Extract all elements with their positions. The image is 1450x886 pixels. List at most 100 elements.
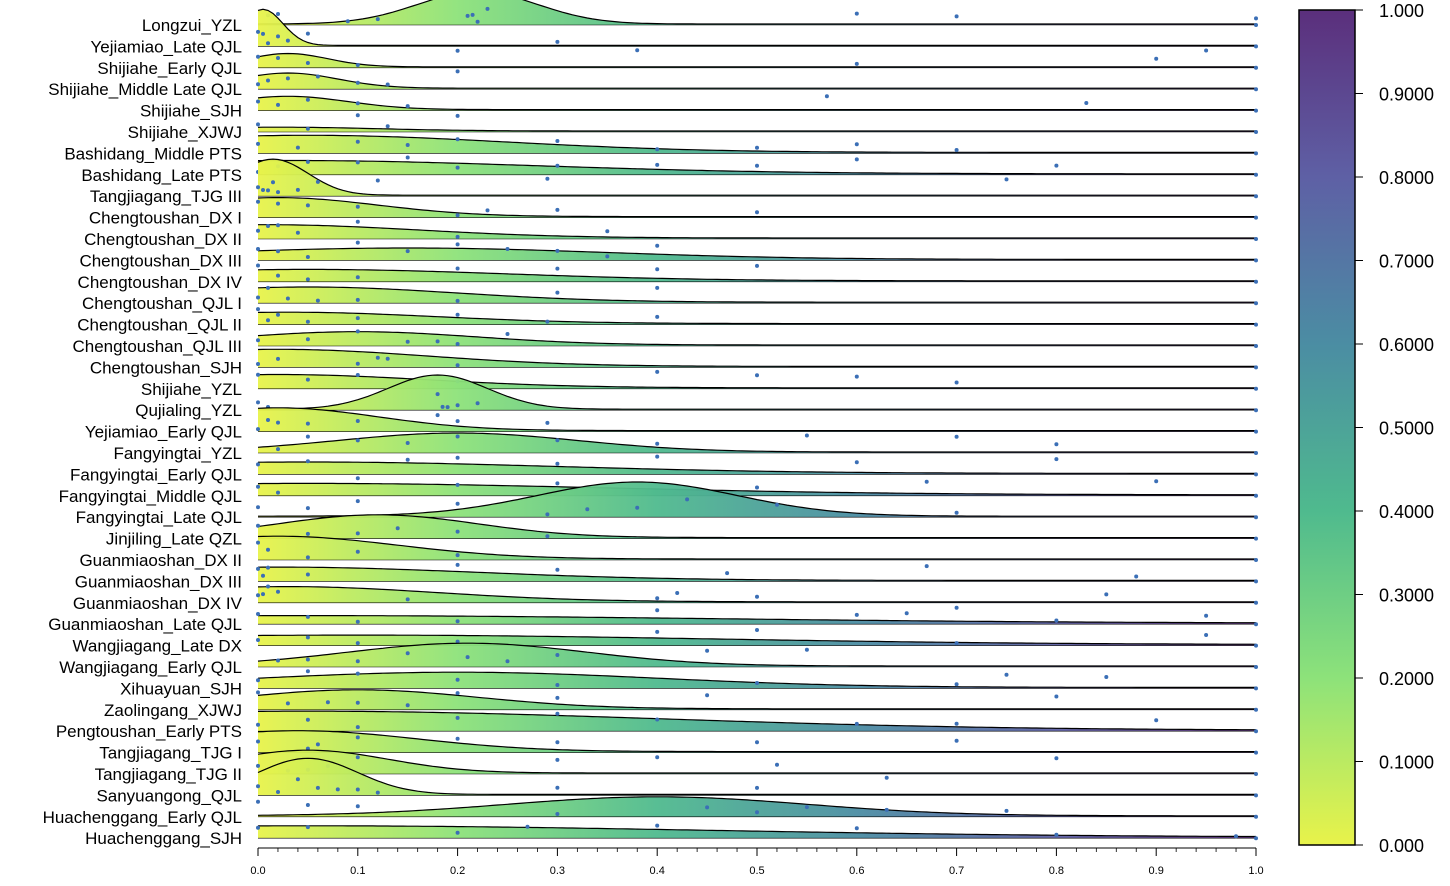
density-fill [258,586,1256,603]
data-point [824,94,829,99]
row-label: Guanmiaoshan_DX IV [73,594,243,613]
data-point [261,31,265,36]
data-point [256,690,260,695]
data-point [276,223,280,228]
data-point [954,14,959,19]
data-point [555,695,560,700]
data-point [315,742,320,747]
data-point [1004,672,1009,677]
data-point [455,482,460,487]
data-point [355,80,360,85]
data-point [455,830,460,835]
data-point [755,373,759,378]
data-point [1084,101,1089,105]
x-tick-label: 0.5 [749,865,764,877]
data-point [455,501,460,506]
colorbar-tick-label: 0.1000 [1379,753,1434,773]
data-point [455,677,460,682]
data-point [1054,457,1059,462]
data-point [276,420,280,425]
end-point [1254,130,1258,134]
end-point [1254,87,1258,92]
data-point [555,757,560,762]
row-label: Tangjiagang_TJG I [99,744,242,763]
data-point [355,549,360,554]
data-point [266,188,270,193]
data-point [755,210,759,215]
density-fill [258,331,1256,346]
data-point [725,571,730,576]
data-point [635,505,640,510]
density-fill [258,312,1256,325]
data-point [375,355,380,360]
data-point [276,201,280,206]
end-point [1254,172,1258,177]
data-point [954,380,959,385]
data-point [355,725,360,730]
data-point [804,647,809,652]
density-curve [258,461,1256,474]
data-point [475,19,480,24]
data-point [345,19,350,24]
data-point [435,413,440,418]
data-point [355,499,360,504]
data-point [256,400,260,405]
data-point [266,318,270,323]
data-point [555,481,560,486]
end-point [1254,515,1258,520]
row-labels: Longzui_YZL Yejiamiao_Late QJL Shijiahe_Ea… [43,16,243,848]
data-point [555,653,560,657]
density-fill [258,433,1256,453]
row-label: Sanyuangong_QJL [96,786,242,805]
data-point [1054,618,1059,623]
row-label: Longzui_YZL [142,16,242,35]
density-curve [258,710,1256,731]
end-point [1254,558,1258,562]
data-point [305,277,310,282]
data-point [954,605,959,610]
data-point [455,736,460,741]
data-point [685,497,690,502]
data-point [675,591,680,595]
data-point [555,812,560,816]
data-point [505,247,510,251]
data-point [854,142,859,147]
data-point [655,162,660,167]
data-point [455,213,460,218]
data-point [465,655,470,660]
data-point [295,145,300,150]
data-point [355,787,360,792]
density-fill [258,197,1256,218]
row-label: Bashidang_Late PTS [81,166,242,185]
data-point [705,693,710,698]
data-point [355,531,360,536]
density-fill [258,349,1256,368]
end-point [1254,472,1258,477]
colorbar-tick-label: 0.8000 [1379,168,1434,188]
data-point [440,404,445,409]
data-point [455,619,460,624]
data-point [305,255,310,259]
data-point [256,638,260,642]
data-point [295,777,300,782]
data-point [455,113,460,118]
data-point [266,41,270,46]
density-curve [257,642,1256,667]
data-point [276,56,280,60]
data-point [256,484,260,489]
x-tick-label: 0.4 [650,865,665,877]
end-point [1254,322,1258,327]
density-fill [258,407,1256,432]
data-point [266,285,270,290]
data-point [256,427,260,432]
data-point [635,48,640,53]
data-point [266,565,270,570]
data-point [455,69,460,74]
data-point [954,148,959,152]
data-point [355,219,360,224]
colorbar-tick-label: 1.000 [1379,1,1424,21]
row-label: Tangjiagang_TJG II [95,765,242,784]
data-point [545,420,550,425]
data-point [315,179,320,184]
density-curve [258,374,1256,410]
